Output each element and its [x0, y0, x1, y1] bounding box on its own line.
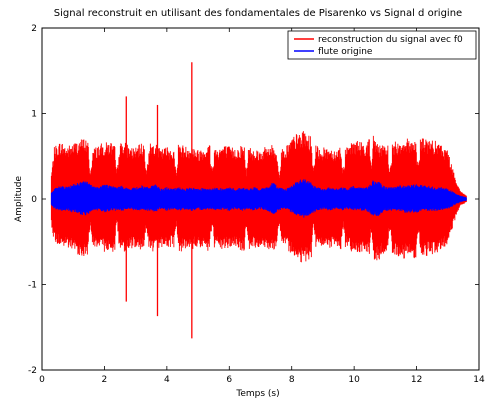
y-axis: -2 -1 0 1 2 — [28, 24, 479, 376]
chart-title: Signal reconstruit en utilisant des fond… — [54, 8, 462, 19]
y-tick-label: 1 — [31, 110, 37, 120]
y-axis-label: Amplitude — [14, 175, 24, 222]
y-tick-label: -2 — [28, 366, 37, 376]
legend: reconstruction du signal avec f0 flute o… — [287, 30, 477, 60]
x-axis-label: Temps (s) — [235, 389, 279, 399]
x-tick-label: 10 — [348, 375, 360, 385]
x-tick-label: 2 — [102, 375, 108, 385]
x-tick-label: 4 — [164, 375, 170, 385]
series-flute-origine — [50, 179, 467, 218]
series-line — [50, 179, 467, 218]
y-tick-label: -1 — [28, 281, 37, 291]
plot-area — [50, 62, 467, 339]
x-tick-label: 6 — [226, 375, 232, 385]
legend-label-reconstruction: reconstruction du signal avec f0 — [318, 35, 463, 45]
y-tick-label: 2 — [31, 24, 37, 34]
legend-label-flute-origine: flute origine — [318, 47, 373, 57]
legend-box — [287, 30, 477, 60]
x-tick-label: 8 — [289, 375, 295, 385]
y-tick-label: 0 — [31, 195, 37, 205]
x-tick-label: 12 — [411, 375, 422, 385]
x-tick-label: 0 — [39, 375, 45, 385]
x-tick-label: 14 — [473, 375, 485, 385]
